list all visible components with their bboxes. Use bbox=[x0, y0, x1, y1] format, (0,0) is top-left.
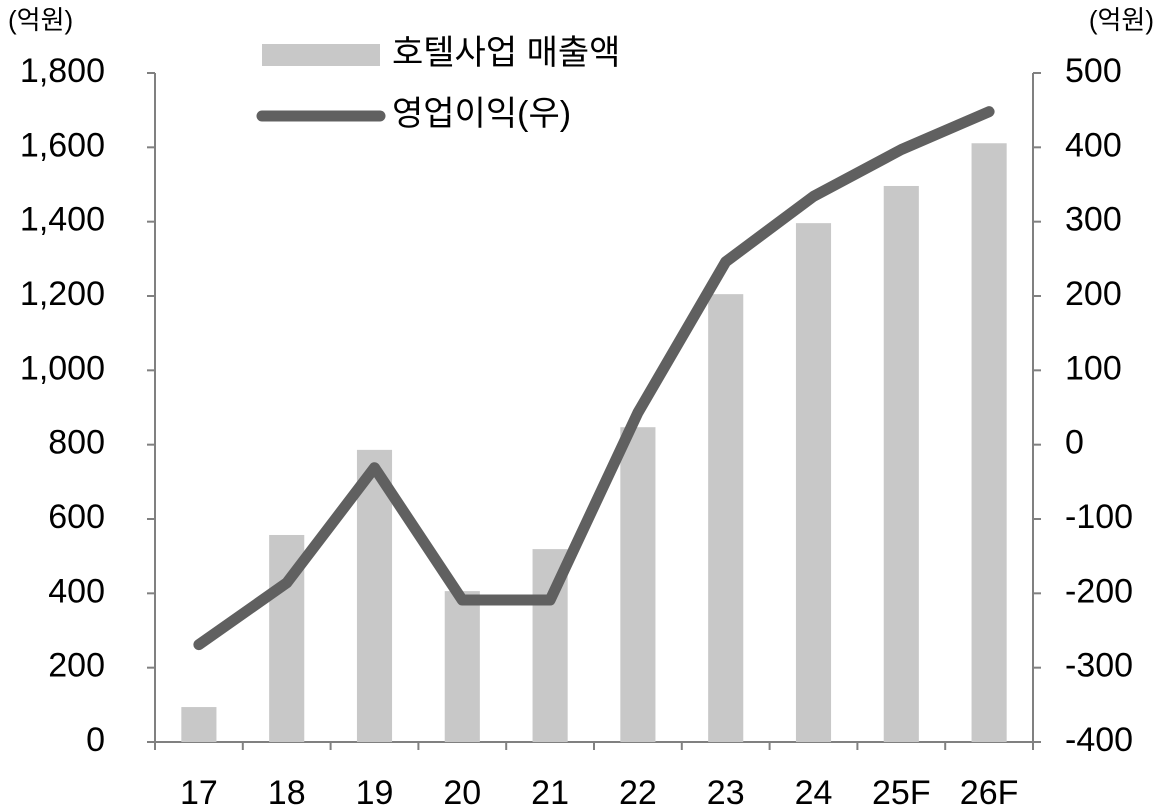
x-tick-label: 23 bbox=[707, 774, 745, 812]
y-tick-label: 1,600 bbox=[20, 126, 105, 164]
x-tick-label: 17 bbox=[180, 774, 218, 812]
legend-label: 영업이익(우) bbox=[392, 95, 571, 133]
y-tick-label: 800 bbox=[48, 424, 105, 462]
x-tick-label: 24 bbox=[795, 774, 833, 812]
x-tick-label: 21 bbox=[531, 774, 569, 812]
y2-tick-label: -100 bbox=[1065, 498, 1133, 536]
bar bbox=[971, 143, 1007, 742]
x-tick-label: 26F bbox=[960, 774, 1019, 812]
y2-tick-label: -200 bbox=[1065, 572, 1133, 610]
y2-tick-label: 200 bbox=[1065, 275, 1122, 313]
y-tick-label: 1,200 bbox=[20, 275, 105, 313]
x-tick-label: 20 bbox=[443, 774, 481, 812]
x-tick-label: 19 bbox=[356, 774, 394, 812]
y-tick-label: 1,000 bbox=[20, 349, 105, 387]
y-tick-label: 1,400 bbox=[20, 201, 105, 239]
y2-tick-label: 400 bbox=[1065, 126, 1122, 164]
bar bbox=[795, 223, 832, 743]
bar bbox=[708, 294, 744, 742]
bar bbox=[620, 427, 656, 742]
x-tick-label: 25F bbox=[872, 774, 931, 812]
y-tick-label: 1,800 bbox=[20, 52, 105, 90]
line bbox=[193, 106, 995, 651]
y-tick-label: 400 bbox=[48, 572, 105, 610]
bar bbox=[181, 707, 217, 742]
legend-label: 호텔사업 매출액 bbox=[392, 34, 620, 72]
legend-swatch bbox=[262, 44, 380, 66]
bar bbox=[356, 449, 393, 742]
bar bbox=[444, 591, 480, 742]
y2-axis-unit: (억원) bbox=[1089, 5, 1154, 35]
y2-tick-label: -400 bbox=[1065, 721, 1133, 759]
y-axis-unit: (억원) bbox=[8, 5, 73, 35]
y2-tick-label: 300 bbox=[1065, 201, 1122, 239]
x-tick-label: 22 bbox=[619, 774, 657, 812]
x-tick-label: 18 bbox=[268, 774, 306, 812]
y2-tick-label: -300 bbox=[1065, 647, 1133, 685]
y2-tick-label: 500 bbox=[1065, 52, 1122, 90]
y-tick-label: 0 bbox=[86, 721, 105, 759]
y-tick-label: 600 bbox=[48, 498, 105, 536]
y2-tick-label: 0 bbox=[1065, 424, 1084, 462]
y2-tick-label: 100 bbox=[1065, 349, 1122, 387]
bar bbox=[883, 185, 919, 742]
y-tick-label: 200 bbox=[48, 647, 105, 685]
